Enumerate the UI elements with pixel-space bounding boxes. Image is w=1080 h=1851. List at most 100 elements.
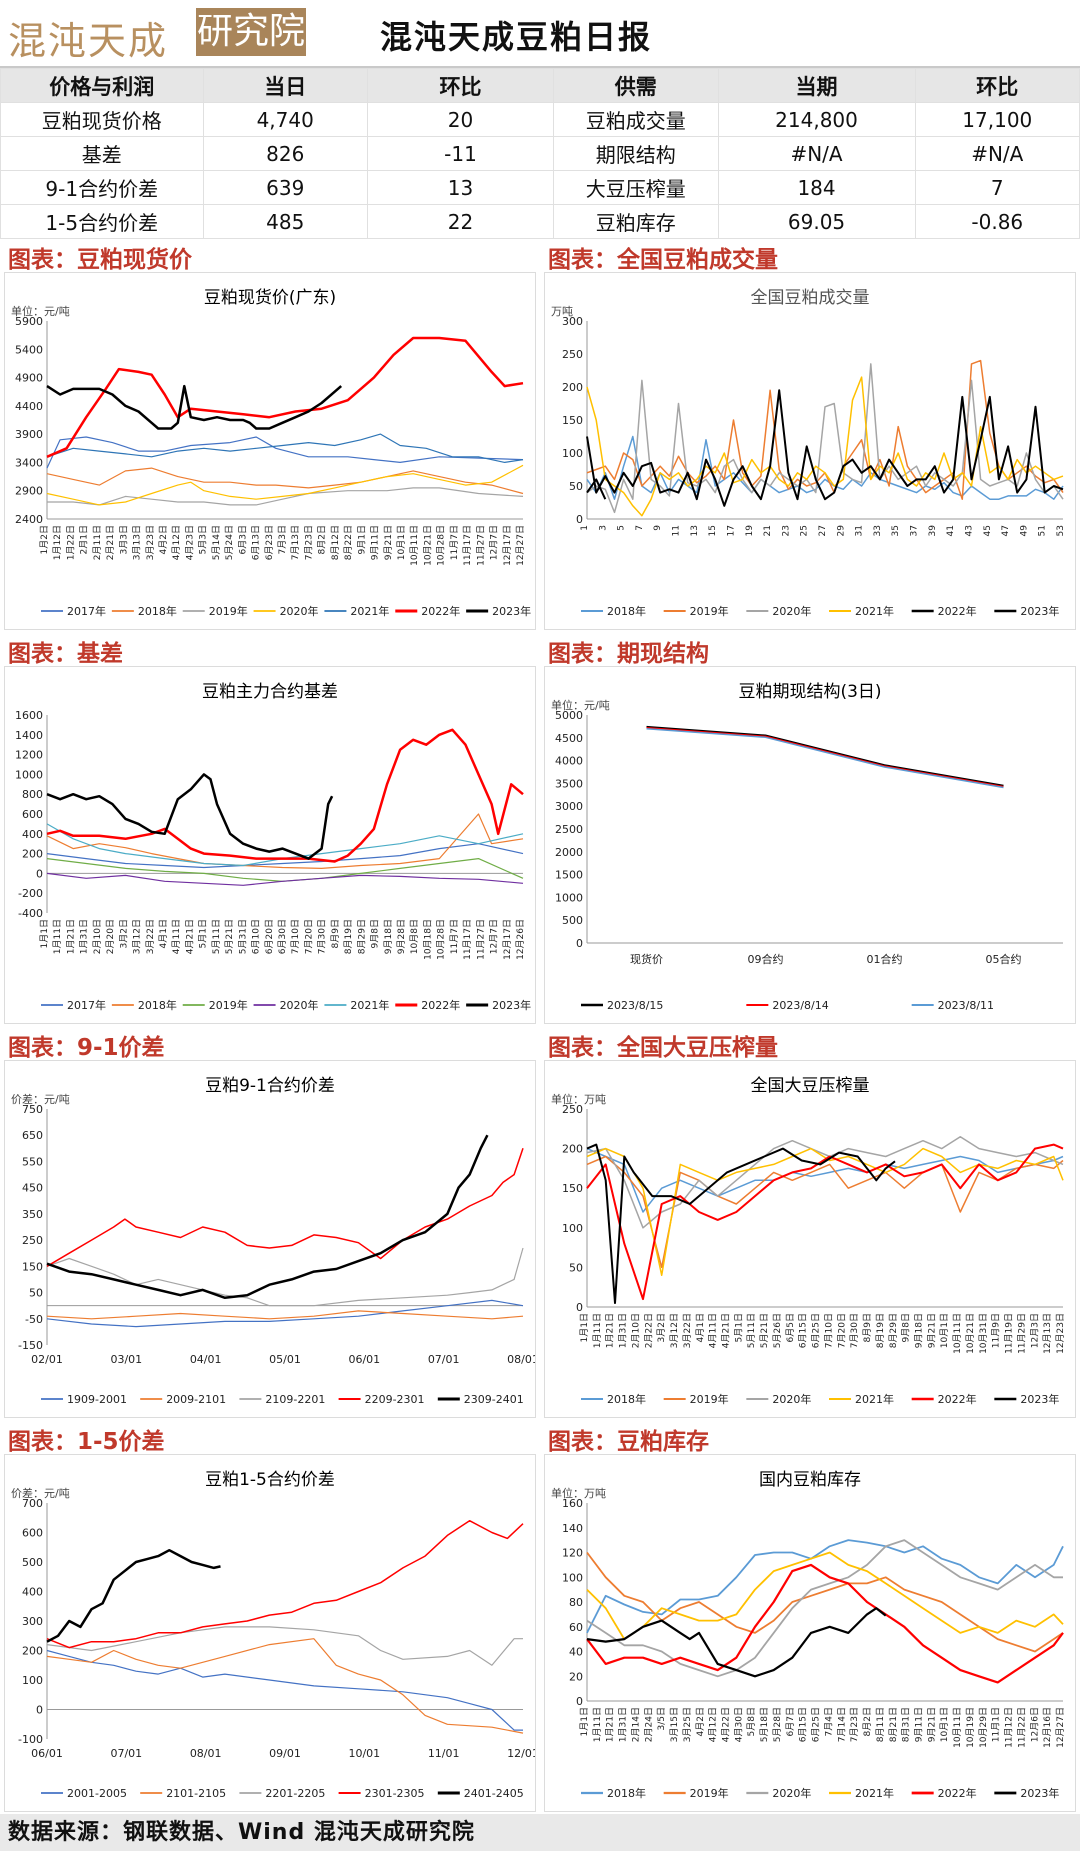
chart-title: 豆粕期现结构(3日): [738, 682, 881, 702]
x-tick-label: 5月26日: [772, 1313, 783, 1348]
x-tick-label: 5月8日: [746, 1707, 757, 1736]
x-tick-label: 7月13日: [290, 525, 301, 560]
x-tick-label: 9月21日: [926, 1707, 937, 1742]
series-line-4: [46, 872, 524, 886]
legend-label: 2020年: [772, 604, 811, 618]
x-tick-label: 2月24日: [643, 1707, 654, 1742]
x-tick-label: 9月11日: [913, 1707, 924, 1742]
y-tick-label: 650: [22, 1129, 43, 1142]
chart-title: 豆粕主力合约基差: [202, 682, 338, 702]
x-tick-label: 19: [745, 525, 755, 537]
x-tick-label: 3月3日: [118, 525, 129, 554]
y-tick-label: 250: [22, 1234, 43, 1247]
chart-title: 豆粕现货价(广东): [204, 288, 336, 308]
x-tick-label: 06/01: [348, 1353, 380, 1366]
x-tick-label: 8月19日: [343, 919, 354, 954]
x-tick-label: 11月17日: [462, 919, 473, 960]
x-tick-label: 1月11日: [52, 919, 63, 954]
summary-header: 价格与利润: [0, 68, 204, 103]
x-tick-label: 5: [617, 525, 627, 531]
series-line-4: [586, 1551, 1064, 1641]
chart-panel-c4: 豆粕期现结构(3日) 单位：元/吨 0 500 1000 1500 2000 2500 3000…: [544, 666, 1076, 1024]
x-tick-label: 3月2日: [656, 1313, 667, 1342]
chart-panel-c6: 全国大豆压榨量 单位：万吨 0 50 100 150 200 250 1月1日 1月11日 1月21…: [544, 1060, 1076, 1418]
series-line-6: [586, 1607, 887, 1678]
chart-panel-c5: 豆粕9-1合约价差 价差：元/吨 -150 -50 50 150 250 350 450 550 6…: [4, 1060, 539, 1418]
y-tick-label: 0: [36, 1704, 43, 1717]
legend-label: 2023年: [492, 604, 531, 618]
legend-label: 2023年: [1020, 604, 1059, 618]
y-tick-label: 3400: [15, 456, 43, 469]
series-line-3: [586, 1539, 1063, 1678]
series-line-3: [46, 1247, 524, 1307]
x-tick-label: 10月29日: [978, 1707, 989, 1748]
legend-label: 2019年: [209, 998, 248, 1012]
x-tick-label: 11月17日: [462, 525, 473, 566]
series-line-5: [586, 1143, 1064, 1301]
x-tick-label: 3: [598, 525, 608, 531]
x-tick-label: 3月13日: [132, 525, 143, 560]
x-tick-label: 3月22日: [145, 919, 156, 954]
summary-cell: 1-5合约价差: [0, 204, 204, 239]
x-tick-label: 1月31日: [79, 919, 90, 954]
chart-title: 全国大豆压榨量: [751, 1076, 870, 1096]
x-tick-label: 1月1日: [579, 1313, 590, 1342]
legend-label: 2022年: [938, 1786, 977, 1800]
x-tick-label: 9月21日: [926, 1313, 937, 1348]
unit-label: 单位：元/吨: [551, 698, 610, 712]
x-tick-label: 7月3日: [277, 525, 288, 554]
x-tick-label: 12月7日: [489, 525, 500, 560]
summary-cell: #N/A: [717, 136, 916, 171]
x-tick-label: 10月1日: [396, 525, 407, 560]
y-tick-label: 700: [22, 1497, 43, 1510]
x-tick-label: 01合约: [867, 952, 903, 966]
summary-cell: 639: [202, 170, 368, 205]
x-tick-label: 10月19日: [965, 1707, 976, 1748]
series-line-5: [46, 823, 524, 867]
x-tick-label: 9月1日: [356, 525, 367, 554]
x-tick-label: 2月11日: [92, 525, 103, 560]
x-tick-label: 8月12日: [330, 525, 341, 560]
y-tick-label: 4000: [555, 755, 583, 768]
x-tick-label: 7月20日: [836, 1313, 847, 1348]
y-tick-label: 200: [22, 1645, 43, 1658]
x-tick-label: 8月19日: [875, 1313, 886, 1348]
legend-label: 1909-2001: [67, 1393, 127, 1406]
y-tick-label: 1500: [555, 869, 583, 882]
x-tick-label: 1月22日: [65, 525, 76, 560]
summary-cell: 22: [366, 204, 555, 239]
y-tick-label: 0: [576, 513, 583, 526]
x-tick-label: 10月31日: [978, 1313, 989, 1354]
y-tick-label: 450: [22, 1182, 43, 1195]
legend-label: 2023/8/14: [772, 999, 828, 1012]
logo-box: 研究院: [196, 8, 306, 56]
x-tick-label: 3月2日: [118, 919, 129, 948]
y-tick-label: 150: [562, 1182, 583, 1195]
legend-label: 2023/8/11: [938, 999, 994, 1012]
unit-label: 价差：元/吨: [11, 1486, 70, 1500]
y-tick-label: 200: [22, 848, 43, 861]
x-tick-label: 10月28日: [436, 919, 447, 960]
x-tick-label: 1月2日: [39, 525, 50, 554]
summary-header: 当期: [717, 68, 916, 103]
series-line-4: [46, 1148, 524, 1267]
x-tick-label: 8月9日: [862, 1313, 873, 1342]
legend-label: 2401-2405: [464, 1787, 524, 1800]
summary-cell: 大豆压榨量: [553, 170, 719, 205]
x-tick-label: 12月26日: [515, 919, 526, 960]
y-tick-label: 4500: [555, 732, 583, 745]
x-tick-label: 21: [763, 525, 773, 536]
summary-header: 供需: [553, 68, 719, 103]
x-tick-label: 4月11日: [171, 919, 182, 954]
y-tick-label: 600: [22, 1527, 43, 1540]
x-tick-label: 11月19日: [1004, 1313, 1015, 1354]
x-tick-label: 2月21日: [105, 525, 116, 560]
x-tick-label: 07/01: [110, 1747, 142, 1760]
x-tick-label: 7月30日: [317, 919, 328, 954]
x-tick-label: 53: [1056, 525, 1066, 536]
y-tick-label: 2400: [15, 513, 43, 526]
x-tick-label: 5月24日: [224, 525, 235, 560]
summary-table: 价格与利润 当日 环比 供需 当期 环比 豆粕现货价格 4,740 20 豆粕成交量 214,800…: [0, 68, 1080, 239]
